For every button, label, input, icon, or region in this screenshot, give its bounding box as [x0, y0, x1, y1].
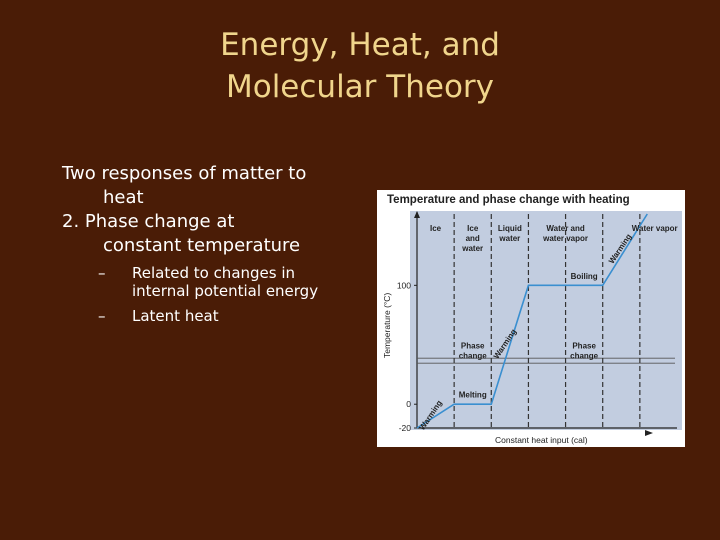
slide-title: Energy, Heat, and Molecular Theory: [200, 24, 520, 108]
sub-bullet: – Related to changes in internal potenti…: [62, 264, 362, 300]
phase-change-chart: Temperature and phase change with heatin…: [377, 190, 685, 447]
y-tick-label: 0: [406, 399, 411, 409]
plot-area: [410, 211, 682, 430]
sub-bullet-list: – Related to changes in internal potenti…: [62, 264, 362, 325]
transition-label: Boiling: [571, 272, 598, 281]
y-axis-arrow: [414, 211, 420, 218]
bullet-text: Related to changes in internal potential…: [132, 264, 347, 300]
item-line-1: 2. Phase change at: [62, 211, 235, 232]
y-axis-label: Temperature (°C): [382, 293, 392, 358]
bullet-dash: –: [98, 307, 106, 325]
phase-change-label: change: [459, 351, 488, 360]
bullet-text-line-1: Related to changes in: [132, 264, 296, 282]
region-label: water vapor: [542, 234, 588, 243]
bullet-text: Latent heat: [132, 307, 347, 325]
x-axis-label: Constant heat input (cal): [495, 435, 588, 445]
x-axis-arrow: [645, 430, 653, 436]
phase-change-label: Phase: [572, 341, 596, 350]
slide-body: Two responses of matter to heat 2. Phase…: [62, 162, 362, 332]
slide-title-line-1: Energy, Heat, and: [220, 27, 500, 63]
bullet-text-line-1: Latent heat: [132, 307, 219, 325]
item-line-2: constant temperature: [103, 235, 301, 256]
region-label: Water vapor: [632, 224, 678, 233]
region-label: Liquid: [498, 224, 522, 233]
bullet-text-line-2: internal potential energy: [132, 282, 319, 300]
slide-title-line-2: Molecular Theory: [225, 69, 494, 105]
region-label: Water and: [546, 224, 584, 233]
region-label: Ice: [467, 224, 479, 233]
phase-change-label: Phase: [461, 341, 485, 350]
chart-svg: Temperature and phase change with heatin…: [382, 194, 682, 445]
region-label: water: [498, 234, 520, 243]
intro-line-1: Two responses of matter to: [62, 163, 307, 184]
y-tick-label: -20: [399, 423, 412, 433]
phase-change-label: change: [570, 351, 599, 360]
chart-title: Temperature and phase change with heatin…: [387, 194, 630, 206]
region-label: water: [461, 244, 483, 253]
region-label: Ice: [430, 224, 442, 233]
y-tick-label: 100: [397, 280, 411, 290]
sub-bullet: – Latent heat: [62, 307, 362, 325]
transition-label: Melting: [459, 391, 487, 400]
region-label: and: [466, 234, 480, 243]
bullet-dash: –: [98, 264, 106, 282]
intro-line-2: heat: [103, 187, 144, 208]
temperature-line: [416, 213, 648, 429]
